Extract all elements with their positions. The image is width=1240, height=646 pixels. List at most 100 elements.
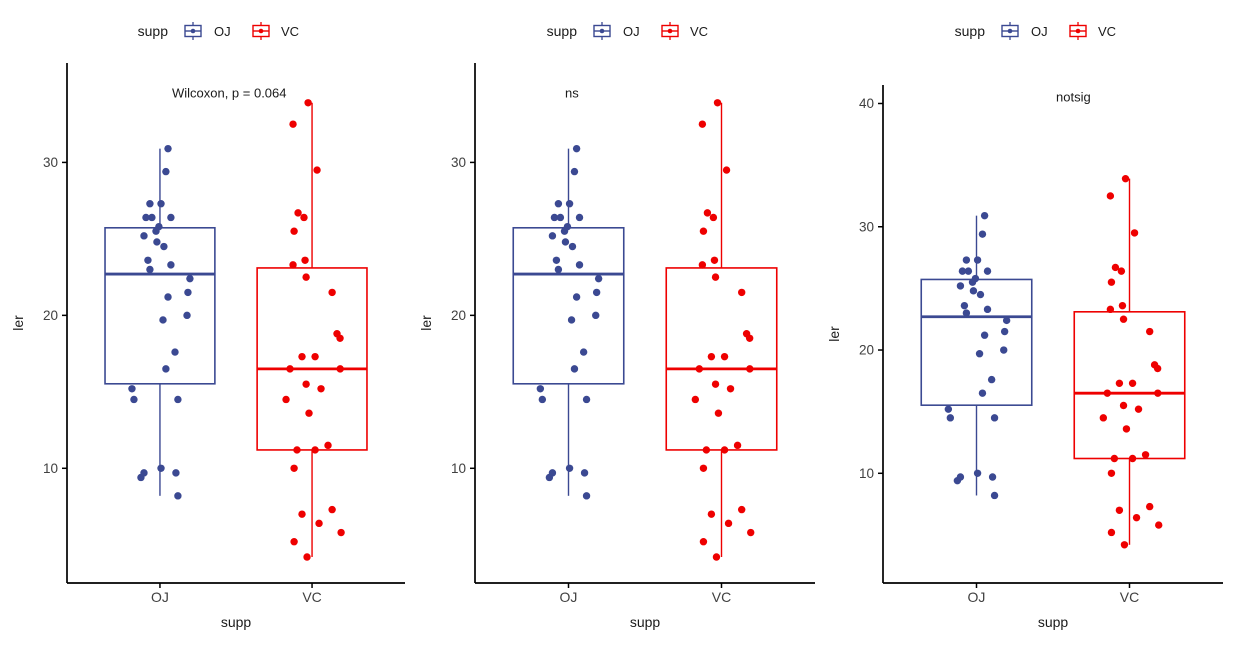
data-point bbox=[703, 209, 712, 217]
data-point bbox=[167, 261, 175, 269]
data-point bbox=[305, 409, 313, 417]
y-axis-title: ler bbox=[10, 315, 26, 331]
data-point bbox=[157, 200, 165, 208]
data-point bbox=[1145, 327, 1154, 336]
data-point bbox=[554, 200, 563, 208]
legend-title: supp bbox=[547, 23, 578, 39]
panel-3-points-vc bbox=[1099, 174, 1163, 549]
data-point bbox=[988, 473, 997, 481]
data-point bbox=[944, 405, 953, 413]
data-point bbox=[698, 261, 707, 269]
data-point bbox=[579, 348, 588, 356]
y-tick-label: 20 bbox=[859, 343, 874, 358]
data-point bbox=[302, 380, 310, 388]
data-point bbox=[983, 267, 992, 275]
data-point bbox=[140, 232, 148, 240]
data-point bbox=[298, 510, 306, 518]
data-point bbox=[1107, 469, 1116, 477]
data-point bbox=[567, 316, 576, 324]
legend-entry-vc: VC bbox=[1069, 22, 1116, 40]
data-point bbox=[144, 256, 152, 264]
panel-3-points-oj bbox=[944, 211, 1011, 500]
data-point bbox=[983, 305, 992, 314]
data-point bbox=[171, 348, 179, 356]
y-tick-label: 30 bbox=[43, 155, 58, 170]
data-point bbox=[572, 293, 581, 301]
data-point bbox=[1134, 405, 1143, 413]
data-point bbox=[1145, 502, 1154, 511]
data-point bbox=[1121, 174, 1130, 183]
data-point bbox=[699, 227, 708, 235]
data-point bbox=[1119, 315, 1128, 323]
x-axis-title: supp bbox=[221, 614, 252, 630]
data-point bbox=[303, 553, 311, 561]
data-point bbox=[733, 441, 742, 450]
data-point bbox=[1107, 528, 1116, 537]
y-tick-label: 30 bbox=[859, 219, 874, 234]
data-point bbox=[1000, 346, 1008, 354]
data-point bbox=[1000, 327, 1009, 336]
x-tick-label-vc: VC bbox=[302, 589, 321, 605]
data-point bbox=[162, 365, 170, 373]
data-point bbox=[565, 200, 574, 208]
data-point bbox=[311, 352, 319, 361]
data-point bbox=[570, 365, 579, 373]
data-point bbox=[548, 469, 557, 477]
data-point bbox=[293, 446, 301, 454]
data-point bbox=[1154, 389, 1162, 397]
data-point bbox=[1128, 379, 1137, 388]
data-point bbox=[184, 288, 192, 297]
data-point bbox=[737, 505, 746, 514]
data-point bbox=[289, 261, 297, 269]
legend-key-point bbox=[190, 28, 196, 34]
legend-key-point bbox=[1007, 28, 1013, 34]
data-point bbox=[737, 288, 746, 297]
data-point bbox=[328, 505, 336, 514]
data-point bbox=[1141, 451, 1150, 459]
data-point bbox=[167, 213, 175, 222]
data-point bbox=[1106, 192, 1115, 200]
data-point bbox=[159, 316, 167, 324]
data-point bbox=[140, 469, 148, 477]
box-iqr bbox=[512, 226, 625, 385]
data-point bbox=[290, 464, 298, 472]
data-point bbox=[691, 395, 700, 404]
data-point bbox=[174, 395, 182, 404]
data-point bbox=[695, 365, 704, 373]
data-point bbox=[958, 267, 967, 275]
legend-entry-vc: VC bbox=[661, 22, 708, 40]
data-point bbox=[186, 274, 194, 283]
legend-entry-oj: OJ bbox=[1001, 22, 1048, 40]
legend-key-point bbox=[667, 28, 673, 34]
boxplot-key-icon bbox=[593, 22, 611, 40]
panel-1-annotation: Wilcoxon, p = 0.064 bbox=[172, 86, 287, 101]
data-point bbox=[148, 213, 156, 222]
panel-1-legend: supp OJ VC bbox=[138, 22, 299, 40]
data-point bbox=[556, 213, 565, 222]
legend-label-vc: VC bbox=[1098, 24, 1116, 39]
panel-2-box-oj bbox=[512, 148, 625, 496]
data-point bbox=[975, 350, 984, 358]
data-point bbox=[742, 330, 751, 338]
data-point bbox=[153, 238, 161, 246]
data-point bbox=[554, 265, 563, 274]
data-point bbox=[724, 519, 733, 528]
legend-key-point bbox=[1075, 28, 1081, 34]
box-iqr bbox=[665, 267, 778, 451]
data-point bbox=[315, 519, 323, 528]
data-point bbox=[707, 510, 716, 518]
data-point bbox=[962, 256, 971, 264]
data-point bbox=[324, 441, 332, 450]
y-tick-label: 20 bbox=[43, 308, 58, 323]
data-point bbox=[172, 469, 180, 477]
data-point bbox=[712, 553, 721, 561]
data-point bbox=[964, 267, 973, 275]
x-axis-title: supp bbox=[1038, 614, 1069, 630]
data-point bbox=[580, 469, 589, 477]
data-point bbox=[976, 290, 985, 299]
data-point bbox=[1130, 229, 1139, 237]
data-point bbox=[1002, 316, 1011, 325]
legend-label-oj: OJ bbox=[214, 24, 231, 39]
data-point bbox=[565, 464, 574, 472]
